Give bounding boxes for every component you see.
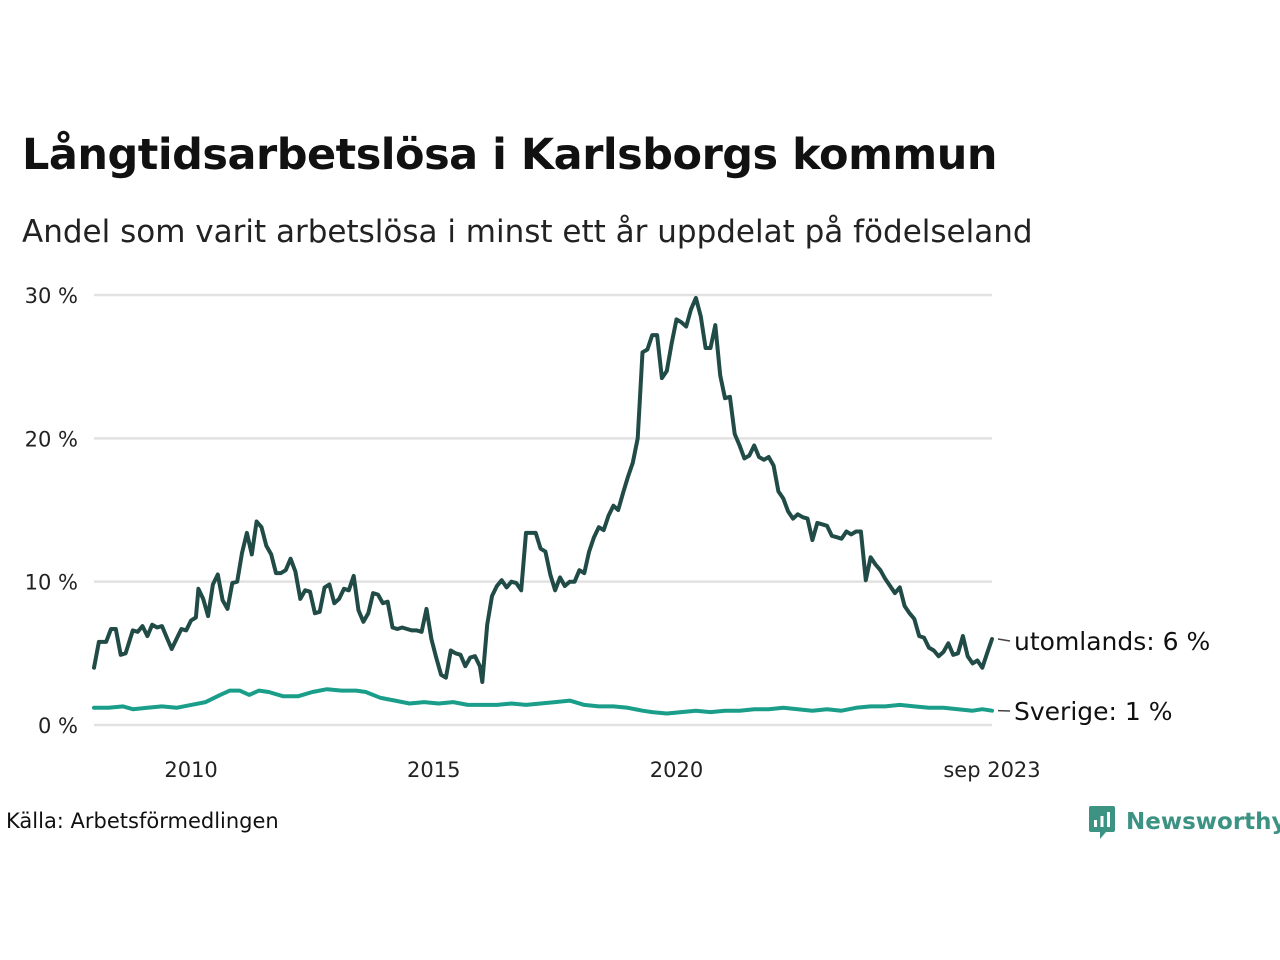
y-tick-label: 0 % <box>38 714 78 738</box>
end-labels: utomlands: 6 % Sverige: 1 % <box>997 627 1210 726</box>
newsworthy-logo[interactable]: Newsworthy <box>1088 804 1280 840</box>
end-label-sverige: Sverige: 1 % <box>1014 697 1173 726</box>
gridlines: 0 % 10 % 20 % 30 % 2010 2015 2020 sep 2023 <box>25 284 1041 782</box>
end-label-leader <box>997 638 1011 642</box>
y-tick-label: 10 % <box>25 571 78 595</box>
y-tick-label: 20 % <box>25 427 78 451</box>
x-tick-label: 2010 <box>164 758 217 782</box>
y-tick-label: 30 % <box>25 284 78 308</box>
series-lines <box>92 295 994 716</box>
newsworthy-logo-icon <box>1089 806 1115 839</box>
brand-name: Newsworthy <box>1126 809 1280 835</box>
source-note: Källa: Arbetsförmedlingen <box>6 809 279 833</box>
x-tick-label: 2015 <box>407 758 460 782</box>
chart-title: Långtidsarbetslösa i Karlsborgs kommun <box>22 130 997 180</box>
x-tick-label: sep 2023 <box>943 758 1040 782</box>
x-tick-label: 2020 <box>650 758 703 782</box>
series-line-sverige <box>92 687 994 716</box>
chart-subtitle: Andel som varit arbetslösa i minst ett å… <box>22 214 1033 250</box>
end-label-utomlands: utomlands: 6 % <box>1014 627 1210 656</box>
series-line-utomlands <box>92 295 994 684</box>
